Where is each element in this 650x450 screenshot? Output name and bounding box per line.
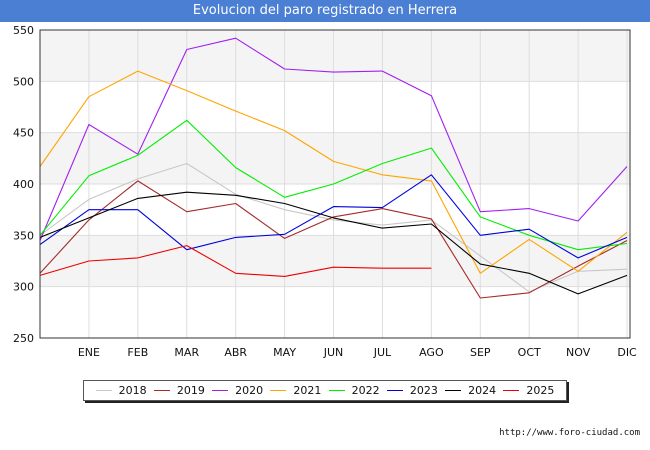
legend-label: 2018 xyxy=(118,384,147,397)
legend-item-2018: 2018 xyxy=(95,384,147,397)
legend-label: 2019 xyxy=(176,384,205,397)
y-tick-label: 300 xyxy=(13,281,34,294)
legend-label: 2025 xyxy=(526,384,555,397)
series-line-2024 xyxy=(39,191,628,295)
legend-swatch xyxy=(445,390,462,391)
x-tick-label: FEB xyxy=(127,346,148,359)
x-tick-label: SEP xyxy=(470,346,491,359)
legend-item-2023: 2023 xyxy=(386,384,438,397)
series-line-2022 xyxy=(39,119,628,251)
y-tick-label: 350 xyxy=(13,229,34,242)
background-band xyxy=(40,132,630,184)
legend-swatch xyxy=(328,390,345,391)
y-tick-label: 450 xyxy=(13,127,34,140)
legend-swatch xyxy=(386,390,403,391)
series-lines xyxy=(39,37,628,299)
legend-item-2024: 2024 xyxy=(445,384,496,397)
plot-border xyxy=(39,29,631,339)
legend-label: 2023 xyxy=(409,384,438,397)
series-line-2019 xyxy=(39,180,628,299)
legend-item-2020: 2020 xyxy=(212,384,263,397)
x-axis-ticks: ENE FEB MAR ABR MAY JUN JUL AGO SEP OCT NOV DIC xyxy=(78,346,637,359)
legend-swatch xyxy=(95,390,112,391)
x-tick-label: AGO xyxy=(419,346,444,359)
x-tick-label: MAY xyxy=(273,346,296,359)
y-axis-ticks: 250 300 350 400 450 500 550 xyxy=(13,24,34,345)
y-tick-label: 250 xyxy=(13,332,34,345)
series-line-2018 xyxy=(39,162,628,293)
legend-label: 2022 xyxy=(351,384,380,397)
x-tick-label: JUL xyxy=(373,346,392,359)
series-line-2021 xyxy=(39,70,628,274)
y-tick-label: 550 xyxy=(13,24,34,37)
legend-label: 2020 xyxy=(235,384,264,397)
legend-label: 2021 xyxy=(293,384,322,397)
chart-title: Evolucion del paro registrado en Herrera xyxy=(0,0,650,22)
legend-label: 2024 xyxy=(468,384,497,397)
legend-item-2021: 2021 xyxy=(270,384,321,397)
series-line-2023 xyxy=(39,174,628,259)
x-tick-label: JUN xyxy=(323,346,344,359)
source-url: http://www.foro-ciudad.com xyxy=(499,428,640,438)
series-line-2020 xyxy=(39,37,628,241)
legend-swatch xyxy=(503,390,520,391)
legend: 2018 2019 2020 2021 2022 2023 2024 2025 xyxy=(83,380,567,401)
legend-item-2025: 2025 xyxy=(503,384,554,397)
background-band xyxy=(40,81,630,133)
x-tick-label: OCT xyxy=(518,346,541,359)
legend-item-2022: 2022 xyxy=(328,384,380,397)
legend-swatch xyxy=(212,390,229,391)
y-tick-label: 400 xyxy=(13,178,34,191)
background-band xyxy=(40,286,630,338)
x-tick-label: DIC xyxy=(617,346,637,359)
legend-item-2019: 2019 xyxy=(153,384,205,397)
x-tick-label: MAR xyxy=(174,346,199,359)
series-line-2025 xyxy=(39,245,432,277)
x-tick-label: ABR xyxy=(224,346,247,359)
background-band xyxy=(40,30,630,82)
x-tick-label: ENE xyxy=(78,346,100,359)
x-tick-label: NOV xyxy=(566,346,591,359)
y-tick-label: 500 xyxy=(13,75,34,88)
legend-swatch xyxy=(153,390,170,391)
legend-swatch xyxy=(270,390,287,391)
